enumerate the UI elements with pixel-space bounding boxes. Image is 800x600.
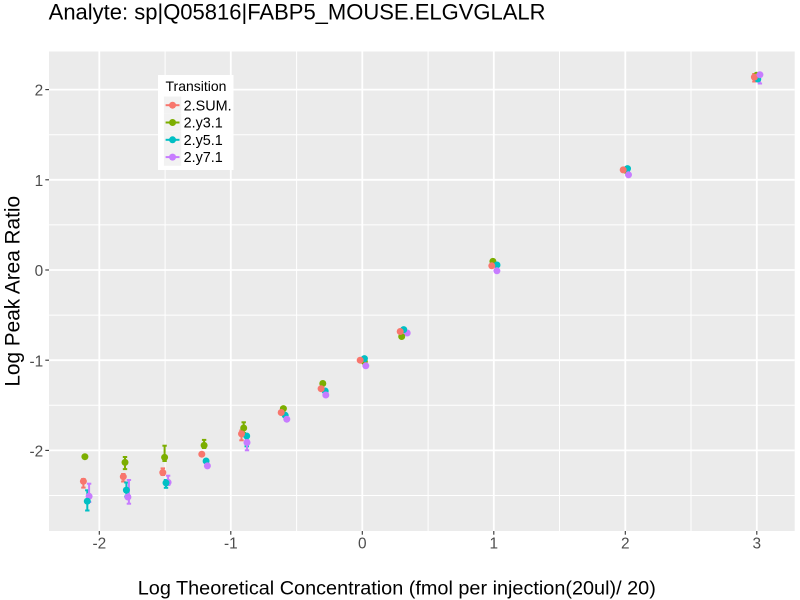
svg-text:Log Theoretical Concentration: Log Theoretical Concentration (fmol per … [138,578,656,600]
svg-text:Log Peak Area Ratio: Log Peak Area Ratio [1,196,24,387]
svg-text:1: 1 [35,173,44,190]
svg-text:Transition: Transition [166,78,227,94]
svg-text:2: 2 [35,83,44,100]
svg-text:1: 1 [490,536,499,553]
svg-text:2.y7.1: 2.y7.1 [184,150,223,166]
svg-text:-1: -1 [224,536,238,553]
svg-text:-2: -2 [30,444,44,461]
svg-text:2: 2 [621,536,630,553]
svg-text:2.y3.1: 2.y3.1 [184,116,223,132]
svg-text:0: 0 [358,536,367,553]
svg-text:-2: -2 [92,536,106,553]
svg-text:-1: -1 [30,353,44,370]
svg-text:2.SUM.: 2.SUM. [184,98,232,114]
svg-text:Analyte: sp|Q05816|FABP5_MOUSE: Analyte: sp|Q05816|FABP5_MOUSE.ELGVGLALR [49,0,546,25]
svg-text:2.y5.1: 2.y5.1 [184,133,223,149]
svg-text:0: 0 [35,263,44,280]
svg-text:3: 3 [753,536,762,553]
